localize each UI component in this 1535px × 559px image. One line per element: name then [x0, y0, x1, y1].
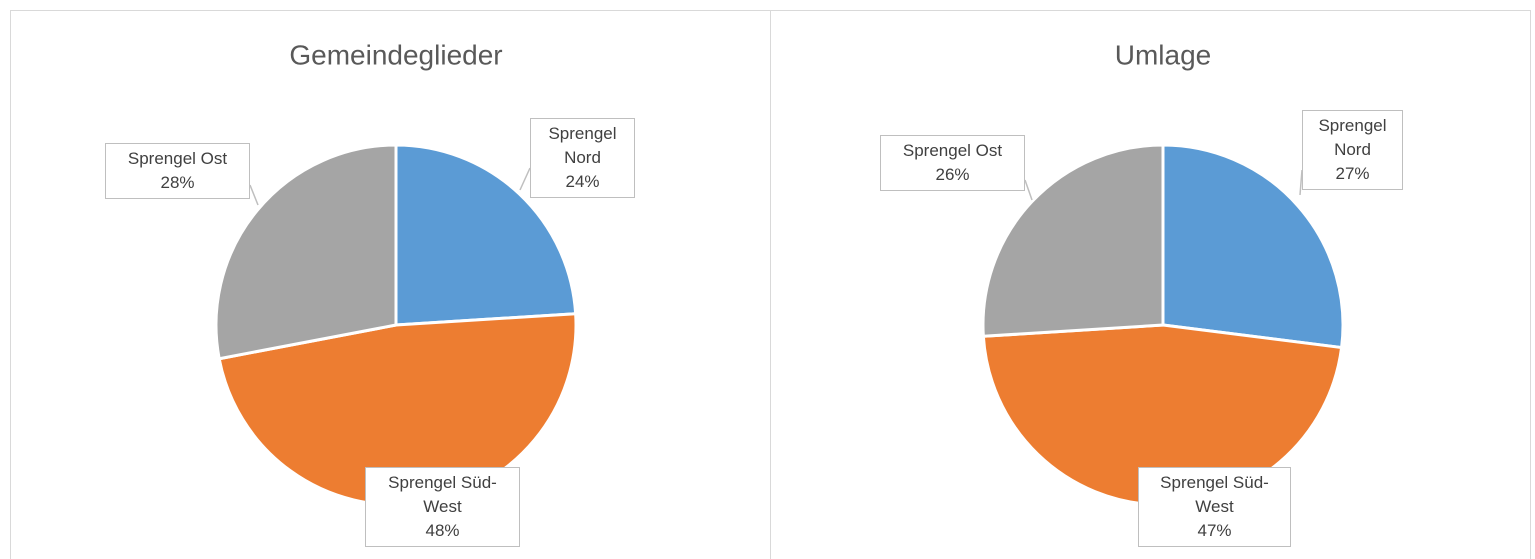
value-label: 28% [160, 173, 195, 192]
value-label: 47% [1197, 521, 1232, 540]
chart-title: Gemeindeglieder [289, 39, 502, 70]
leader-line [1299, 169, 1303, 196]
category-label: Sprengel Ost [127, 149, 228, 168]
pie-slice [394, 143, 578, 327]
data-label: Sprengel Nord 24% [530, 118, 635, 198]
category-label: Sprengel Nord [548, 124, 617, 167]
value-label: 27% [1335, 164, 1370, 183]
category-label: Sprengel Süd-West [388, 473, 497, 516]
category-label: Sprengel Nord [1318, 116, 1387, 159]
leader-line [1024, 179, 1033, 201]
pie-slice [1161, 143, 1345, 350]
leader-line [519, 167, 531, 191]
value-label: 26% [935, 165, 970, 184]
data-label: Sprengel Ost 28% [105, 143, 250, 199]
value-label: 24% [565, 172, 600, 191]
value-label: 48% [425, 521, 460, 540]
chart-title: Umlage [1115, 39, 1211, 70]
category-label: Sprengel Ost [902, 141, 1003, 160]
category-label: Sprengel Süd-West [1160, 473, 1269, 516]
data-label: Sprengel Nord 27% [1302, 110, 1403, 190]
data-label: Sprengel Süd-West 47% [1138, 467, 1291, 547]
pie-slice [214, 143, 398, 361]
leader-line [249, 184, 259, 206]
data-label: Sprengel Ost 26% [880, 135, 1025, 191]
data-label: Sprengel Süd-West 48% [365, 467, 520, 547]
pie-slice [981, 143, 1165, 338]
